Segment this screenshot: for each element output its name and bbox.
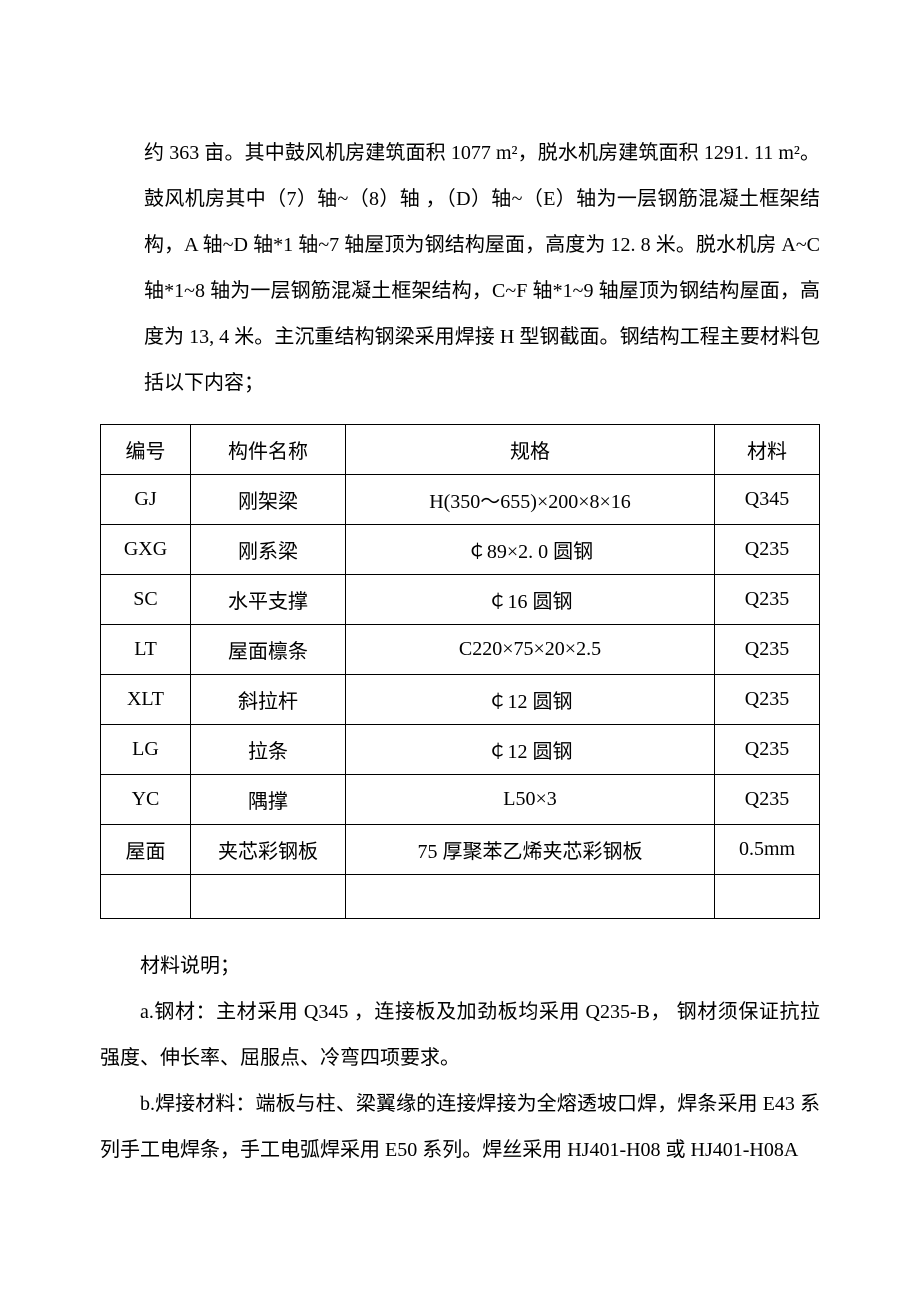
table-cell-material: Q235	[715, 525, 820, 575]
header-spec: 规格	[346, 425, 715, 475]
table-cell-name: 夹芯彩钢板	[191, 825, 346, 875]
table-cell-no: LG	[101, 725, 191, 775]
table-cell-no: 屋面	[101, 825, 191, 875]
table-cell-material: Q235	[715, 625, 820, 675]
header-name: 构件名称	[191, 425, 346, 475]
table-cell-material	[715, 875, 820, 919]
table-row: LT屋面檩条C220×75×20×2.5Q235	[101, 625, 820, 675]
table-cell-no: YC	[101, 775, 191, 825]
table-cell-spec: ￠12 圆钢	[346, 675, 715, 725]
materials-table: 编号 构件名称 规格 材料 GJ刚架梁H(350～655)×200×8×16Q3…	[100, 424, 820, 919]
table-cell-no: SC	[101, 575, 191, 625]
table-row: YC隅撑L50×3Q235	[101, 775, 820, 825]
table-cell-material: Q235	[715, 725, 820, 775]
table-cell-name: 水平支撑	[191, 575, 346, 625]
table-cell-material: Q345	[715, 475, 820, 525]
table-cell-spec: ￠16 圆钢	[346, 575, 715, 625]
table-cell-material: Q235	[715, 675, 820, 725]
header-material: 材料	[715, 425, 820, 475]
table-cell-no: GJ	[101, 475, 191, 525]
table-row: XLT斜拉杆￠12 圆钢Q235	[101, 675, 820, 725]
table-cell-material: Q235	[715, 575, 820, 625]
table-cell-spec: C220×75×20×2.5	[346, 625, 715, 675]
header-no: 编号	[101, 425, 191, 475]
table-cell-no: XLT	[101, 675, 191, 725]
table-row: GXG刚系梁￠89×2. 0 圆钢Q235	[101, 525, 820, 575]
table-cell-name: 斜拉杆	[191, 675, 346, 725]
table-cell-name: 刚架梁	[191, 475, 346, 525]
table-cell-spec: L50×3	[346, 775, 715, 825]
table-row: SC水平支撑￠16 圆钢Q235	[101, 575, 820, 625]
intro-paragraph: 约 363 亩。其中鼓风机房建筑面积 1077 m²，脱水机房建筑面积 1291…	[144, 130, 820, 406]
table-cell-name: 刚系梁	[191, 525, 346, 575]
notes-title: 材料说明；	[100, 943, 820, 989]
table-cell-spec	[346, 875, 715, 919]
table-row: GJ刚架梁H(350～655)×200×8×16Q345	[101, 475, 820, 525]
table-row: 屋面夹芯彩钢板75 厚聚苯乙烯夹芯彩钢板0.5mm	[101, 825, 820, 875]
table-cell-name: 屋面檩条	[191, 625, 346, 675]
table-row: LG拉条￠12 圆钢Q235	[101, 725, 820, 775]
table-cell-name: 隅撑	[191, 775, 346, 825]
table-cell-spec: ￠89×2. 0 圆钢	[346, 525, 715, 575]
table-cell-no: LT	[101, 625, 191, 675]
table-cell-no	[101, 875, 191, 919]
table-row	[101, 875, 820, 919]
table-cell-name: 拉条	[191, 725, 346, 775]
table-cell-spec: 75 厚聚苯乙烯夹芯彩钢板	[346, 825, 715, 875]
notes-b: b.焊接材料：端板与柱、梁翼缘的连接焊接为全熔透坡口焊，焊条采用 E43 系列手…	[100, 1081, 820, 1173]
table-cell-spec: H(350～655)×200×8×16	[346, 475, 715, 525]
table-cell-material: Q235	[715, 775, 820, 825]
table-cell-name	[191, 875, 346, 919]
table-cell-material: 0.5mm	[715, 825, 820, 875]
table-cell-no: GXG	[101, 525, 191, 575]
table-cell-spec: ￠12 圆钢	[346, 725, 715, 775]
notes-a: a.钢材：主材采用 Q345 ，连接板及加劲板均采用 Q235-B， 钢材须保证…	[100, 989, 820, 1081]
table-header-row: 编号 构件名称 规格 材料	[101, 425, 820, 475]
